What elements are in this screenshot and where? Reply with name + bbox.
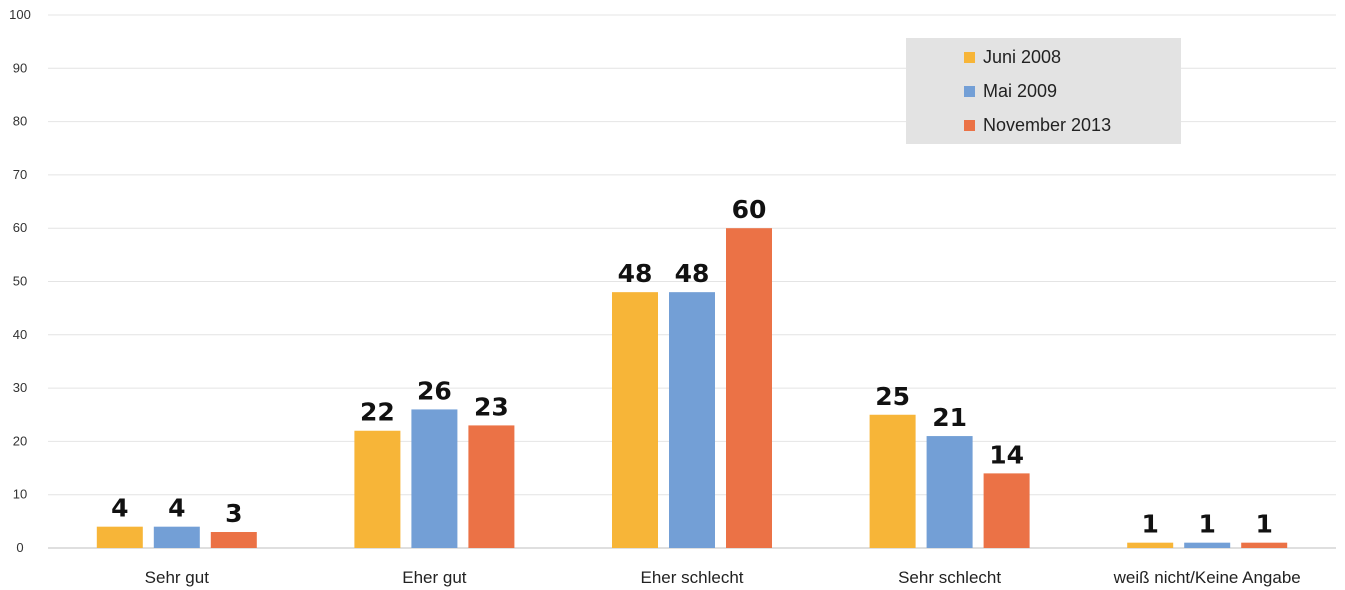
bar-2-1 xyxy=(669,292,715,548)
legend-swatch-1 xyxy=(964,85,975,97)
data-label-4-0: 1 xyxy=(1141,510,1158,539)
y-tick-label-5: 50 xyxy=(13,274,27,289)
data-label-4-1: 1 xyxy=(1198,510,1215,539)
y-axis: 0 10 20 30 40 50 60 70 80 90 100 xyxy=(9,7,31,555)
y-tick-label-4: 40 xyxy=(13,327,27,342)
bar-1-2 xyxy=(468,425,515,548)
data-label-1-2: 23 xyxy=(474,392,509,421)
bar-3-2 xyxy=(983,473,1030,548)
y-tick-label-9: 90 xyxy=(13,60,27,75)
legend: Juni 2008 Mai 2009 November 2013 xyxy=(906,38,1181,144)
y-tick-label-2: 20 xyxy=(13,433,27,448)
bar-4-2 xyxy=(1241,542,1288,548)
legend-label-1: Mai 2009 xyxy=(983,80,1058,101)
legend-item-1: Mai 2009 xyxy=(964,80,1057,102)
bar-3-0 xyxy=(869,414,916,548)
bar-0-2 xyxy=(210,532,257,548)
bar-1-1 xyxy=(411,409,458,548)
bar-2-0 xyxy=(612,292,658,548)
legend-label-2: November 2013 xyxy=(983,114,1112,135)
data-label-0-0: 4 xyxy=(111,494,128,523)
y-tick-label-8: 80 xyxy=(13,114,27,129)
bar-4-1 xyxy=(1184,542,1231,548)
data-label-2-1: 48 xyxy=(675,259,710,288)
y-tick-label-6: 60 xyxy=(13,220,27,235)
bar-0-1 xyxy=(153,526,200,548)
bars xyxy=(96,228,1288,548)
data-label-4-2: 1 xyxy=(1255,510,1272,539)
legend-swatch-2 xyxy=(964,119,975,131)
legend-label-0: Juni 2008 xyxy=(983,46,1062,67)
y-tick-label-0: 0 xyxy=(16,540,23,555)
data-label-0-1: 4 xyxy=(168,494,185,523)
legend-item-0: Juni 2008 xyxy=(964,46,1061,68)
legend-item-2: November 2013 xyxy=(964,114,1111,136)
bar-0-0 xyxy=(96,526,143,548)
data-label-3-0: 25 xyxy=(875,382,910,411)
data-label-2-0: 48 xyxy=(618,259,653,288)
bar-4-0 xyxy=(1127,542,1174,548)
x-tick-label-2: Eher schlecht xyxy=(641,568,744,587)
x-tick-label-3: Sehr schlecht xyxy=(898,568,1001,587)
bar-3-1 xyxy=(926,436,973,548)
legend-swatch-0 xyxy=(964,51,975,63)
data-labels: 4 4 3 22 26 23 48 48 60 25 21 14 1 1 1 xyxy=(111,195,1273,538)
bar-1-0 xyxy=(354,430,401,548)
data-label-3-1: 21 xyxy=(932,403,967,432)
data-label-1-1: 26 xyxy=(417,376,452,405)
data-label-2-2: 60 xyxy=(732,195,767,224)
x-tick-label-4: weiß nicht/Keine Angabe xyxy=(1113,568,1301,587)
bar-2-2 xyxy=(726,228,772,548)
x-tick-label-1: Eher gut xyxy=(402,568,467,587)
y-tick-label-1: 10 xyxy=(13,487,27,502)
x-axis: Sehr gut Eher gut Eher schlecht Sehr schlec… xyxy=(145,568,1301,587)
data-label-3-2: 14 xyxy=(989,440,1024,469)
data-label-0-2: 3 xyxy=(225,499,242,528)
y-tick-label-7: 70 xyxy=(13,167,27,182)
y-tick-label-3: 30 xyxy=(13,380,27,395)
y-tick-label-10: 100 xyxy=(9,7,31,22)
data-label-1-0: 22 xyxy=(360,398,395,427)
x-tick-label-0: Sehr gut xyxy=(145,568,210,587)
